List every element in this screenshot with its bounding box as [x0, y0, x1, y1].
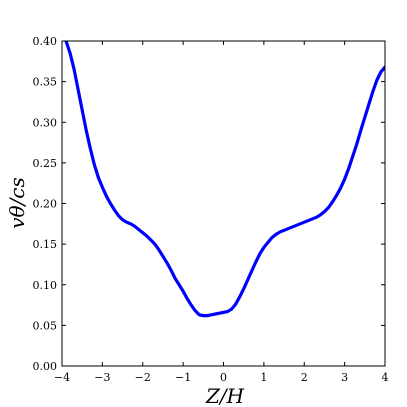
y-tick-label: 0.05	[33, 319, 58, 332]
y-tick-label: 0.30	[33, 116, 58, 129]
x-tick-label: 0	[220, 371, 227, 384]
y-tick-label: 0.25	[33, 157, 58, 170]
x-tick-label: 3	[341, 371, 348, 384]
x-tick-label: 4	[382, 371, 389, 384]
y-axis-title: vθ/cs	[5, 177, 29, 229]
x-tick-label: 1	[260, 371, 267, 384]
x-tick-label: −3	[94, 371, 110, 384]
y-tick-label: 0.20	[33, 198, 58, 211]
y-tick-label: 0.40	[33, 35, 58, 48]
x-tick-label: −1	[175, 371, 191, 384]
y-tick-label: 0.10	[33, 279, 58, 292]
y-tick-label: 0.00	[33, 360, 58, 373]
x-axis-title: Z/H	[205, 384, 245, 407]
y-tick-label: 0.15	[33, 238, 58, 251]
x-tick-label: 2	[301, 371, 308, 384]
y-tick-label: 0.35	[33, 76, 58, 89]
x-tick-label: −2	[135, 371, 151, 384]
